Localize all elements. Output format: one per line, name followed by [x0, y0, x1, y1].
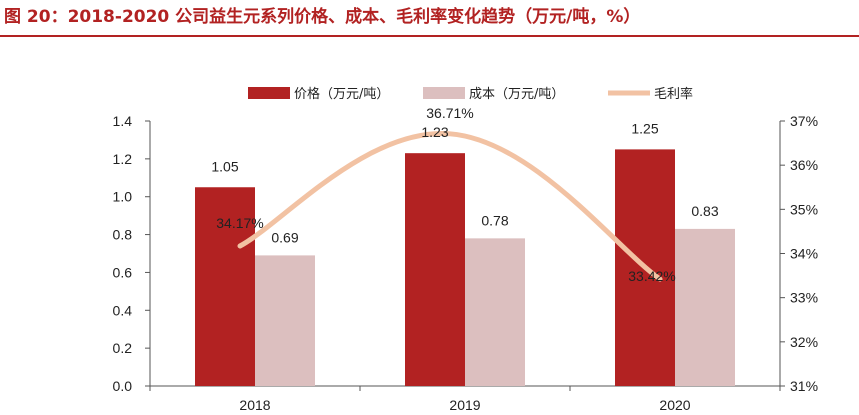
- bar-cost: [255, 255, 315, 386]
- y-right-tick-label: 33%: [790, 290, 818, 306]
- legend-swatch: [423, 87, 465, 99]
- figure-header: 图 20：2018-2020 公司益生元系列价格、成本、毛利率变化趋势（万元/吨…: [0, 0, 859, 40]
- plot-area: 0.0 0.2 0.4 0.6 0.8 1.0 1.2 1.4 31% 32% 33% 34% 35% 3…: [113, 105, 819, 413]
- data-label-cost: 0.83: [691, 203, 718, 219]
- data-label-price: 1.05: [211, 158, 238, 174]
- margin-line: [237, 131, 663, 282]
- y-left-tick-label: 0.4: [113, 302, 133, 318]
- y-right-tick-label: 37%: [790, 113, 818, 129]
- y-left-tick-label: 1.2: [113, 151, 133, 167]
- legend-label: 价格（万元/吨）: [294, 86, 389, 102]
- y-left-tick-label: 0.6: [113, 264, 133, 280]
- x-tick-label: 2018: [239, 397, 270, 413]
- x-tick-label: 2020: [659, 397, 690, 413]
- y-right-tick-label: 35%: [790, 201, 818, 217]
- bar-price: [195, 187, 255, 386]
- bar-cost: [465, 238, 525, 386]
- title-rule: [0, 35, 859, 37]
- data-label-price: 1.23: [421, 124, 448, 140]
- data-label-cost: 0.69: [271, 229, 298, 245]
- data-label-cost: 0.78: [481, 212, 508, 228]
- y-left-tick-label: 0.8: [113, 227, 133, 243]
- figure-title: 图 20：2018-2020 公司益生元系列价格、成本、毛利率变化趋势（万元/吨…: [4, 7, 641, 27]
- y-right-tick-label: 32%: [790, 334, 818, 350]
- legend-label: 毛利率: [654, 86, 693, 102]
- y-right-tick-label: 31%: [790, 378, 818, 394]
- y-left-tick-label: 0.0: [113, 378, 133, 394]
- bar-cost: [675, 228, 735, 386]
- data-label-margin: 34.17%: [216, 215, 263, 231]
- y-right-tick-label: 34%: [790, 246, 818, 262]
- legend-swatch: [248, 87, 290, 99]
- y-right-tick-label: 36%: [790, 157, 818, 173]
- legend-label: 成本（万元/吨）: [469, 87, 564, 102]
- data-label-margin: 36.71%: [426, 105, 473, 121]
- data-label-price: 1.25: [631, 120, 658, 136]
- bar-price: [405, 153, 465, 386]
- y-left-tick-label: 1.4: [113, 113, 133, 129]
- y-left-tick-label: 1.0: [113, 189, 133, 205]
- legend: 价格（万元/吨） 成本（万元/吨） 毛利率: [248, 86, 693, 102]
- y-left-tick-label: 0.2: [113, 340, 133, 356]
- data-label-margin: 33.42%: [628, 268, 675, 284]
- x-tick-label: 2019: [449, 397, 480, 413]
